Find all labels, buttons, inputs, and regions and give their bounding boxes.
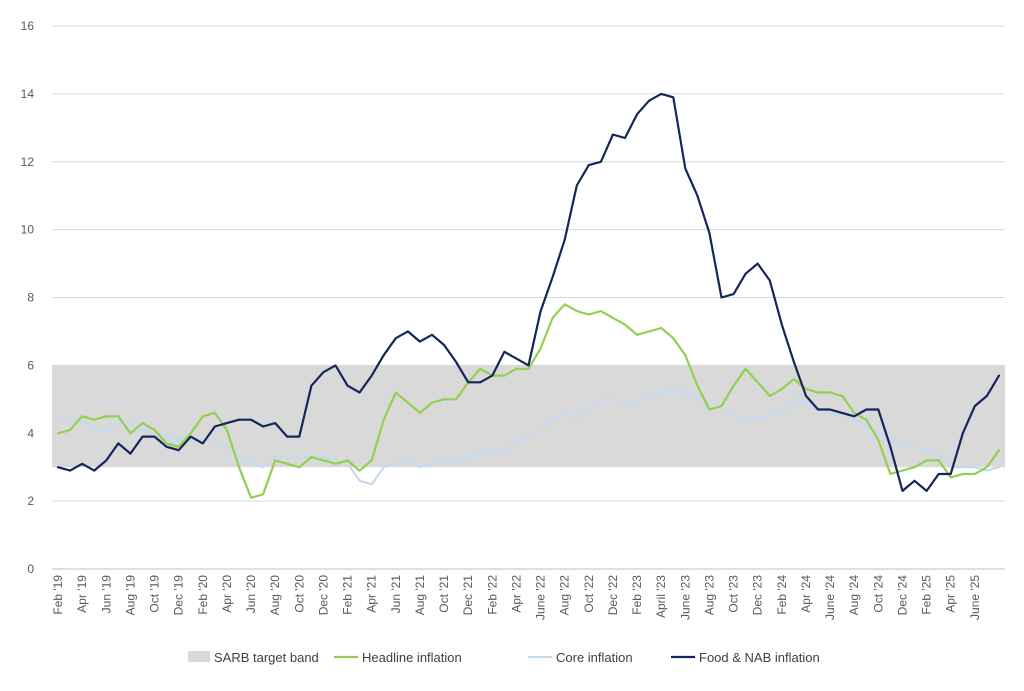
x-tick-label: Aug '21 [413, 575, 427, 616]
x-tick-label: Feb '23 [630, 575, 644, 615]
x-tick-label: Dec '22 [606, 575, 620, 616]
x-tick-label: Apr '22 [509, 575, 523, 613]
x-tick-label: Oct '22 [582, 575, 596, 613]
x-tick-label: June '22 [534, 575, 548, 620]
x-tick-label: Apr '25 [944, 575, 958, 613]
x-tick-label: Jun '19 [99, 575, 113, 614]
series-lines [56, 92, 1001, 499]
legend-label: SARB target band [214, 650, 319, 665]
series-line-core-inflation [56, 388, 1001, 486]
legend: SARB target band Headline inflation Core i… [188, 650, 820, 665]
legend-label: Food & NAB inflation [699, 650, 820, 665]
x-tick-label: Dec '21 [461, 575, 475, 616]
x-tick-label: Dec '19 [172, 575, 186, 616]
sarb-target-band [52, 365, 1005, 468]
x-tick-label: June '25 [968, 575, 982, 620]
x-tick-label: Oct '24 [871, 575, 885, 613]
x-tick-label: Aug '22 [558, 575, 572, 616]
x-tick-label: Oct '19 [148, 575, 162, 613]
x-tick-label: June '23 [678, 575, 692, 620]
legend-label: Core inflation [556, 650, 633, 665]
x-tick-label: Apr '19 [75, 575, 89, 613]
x-tick-label: June '24 [823, 575, 837, 620]
x-tick-label: Aug '19 [123, 575, 137, 616]
x-tick-label: Oct '21 [437, 575, 451, 613]
y-tick-label: 2 [27, 494, 34, 508]
x-tick-label: Apr '20 [220, 575, 234, 613]
y-tick-label: 16 [21, 19, 35, 33]
x-tick-label: Feb '20 [196, 575, 210, 615]
x-tick-label: Feb '21 [341, 575, 355, 615]
x-tick-label: Jun '21 [389, 575, 403, 614]
x-tick-label: Apr '24 [799, 575, 813, 613]
x-tick-label: Dec '24 [896, 575, 910, 616]
x-tick-label: Aug '24 [847, 575, 861, 616]
x-tick-label: Aug '20 [268, 575, 282, 616]
y-tick-label: 4 [27, 426, 34, 440]
x-tick-label: Apr '21 [365, 575, 379, 613]
y-tick-label: 6 [27, 358, 34, 372]
x-tick-label: Dec '20 [316, 575, 330, 616]
y-tick-label: 12 [21, 155, 35, 169]
legend-swatch-target-band [188, 651, 210, 662]
x-tick-label: Jun '20 [244, 575, 258, 614]
x-tick-label: Feb '25 [920, 575, 934, 615]
x-tick-label: Feb '22 [485, 575, 499, 615]
y-tick-label: 8 [27, 291, 34, 305]
y-tick-label: 0 [27, 562, 34, 576]
x-tick-labels: Feb '19 Apr '19 Jun '19 Aug '19 Oct '19 Dec '… [51, 575, 982, 620]
x-tick-label: April '23 [654, 575, 668, 618]
x-tick-label: Oct '20 [292, 575, 306, 613]
x-tick-label: Dec '23 [751, 575, 765, 616]
x-tick-label: Feb '24 [775, 575, 789, 615]
legend-label: Headline inflation [362, 650, 462, 665]
x-tick-label: Aug '23 [702, 575, 716, 616]
x-tick-label: Feb '19 [51, 575, 65, 615]
y-tick-label: 10 [21, 223, 35, 237]
series-line-food-nab-inflation [56, 92, 1001, 492]
target-band-layer [52, 365, 1005, 468]
series-line-headline-inflation [56, 303, 1001, 499]
x-tick-label: Oct '23 [727, 575, 741, 613]
y-tick-labels: 0 2 4 6 8 10 12 14 16 [21, 19, 35, 576]
y-tick-label: 14 [21, 87, 35, 101]
